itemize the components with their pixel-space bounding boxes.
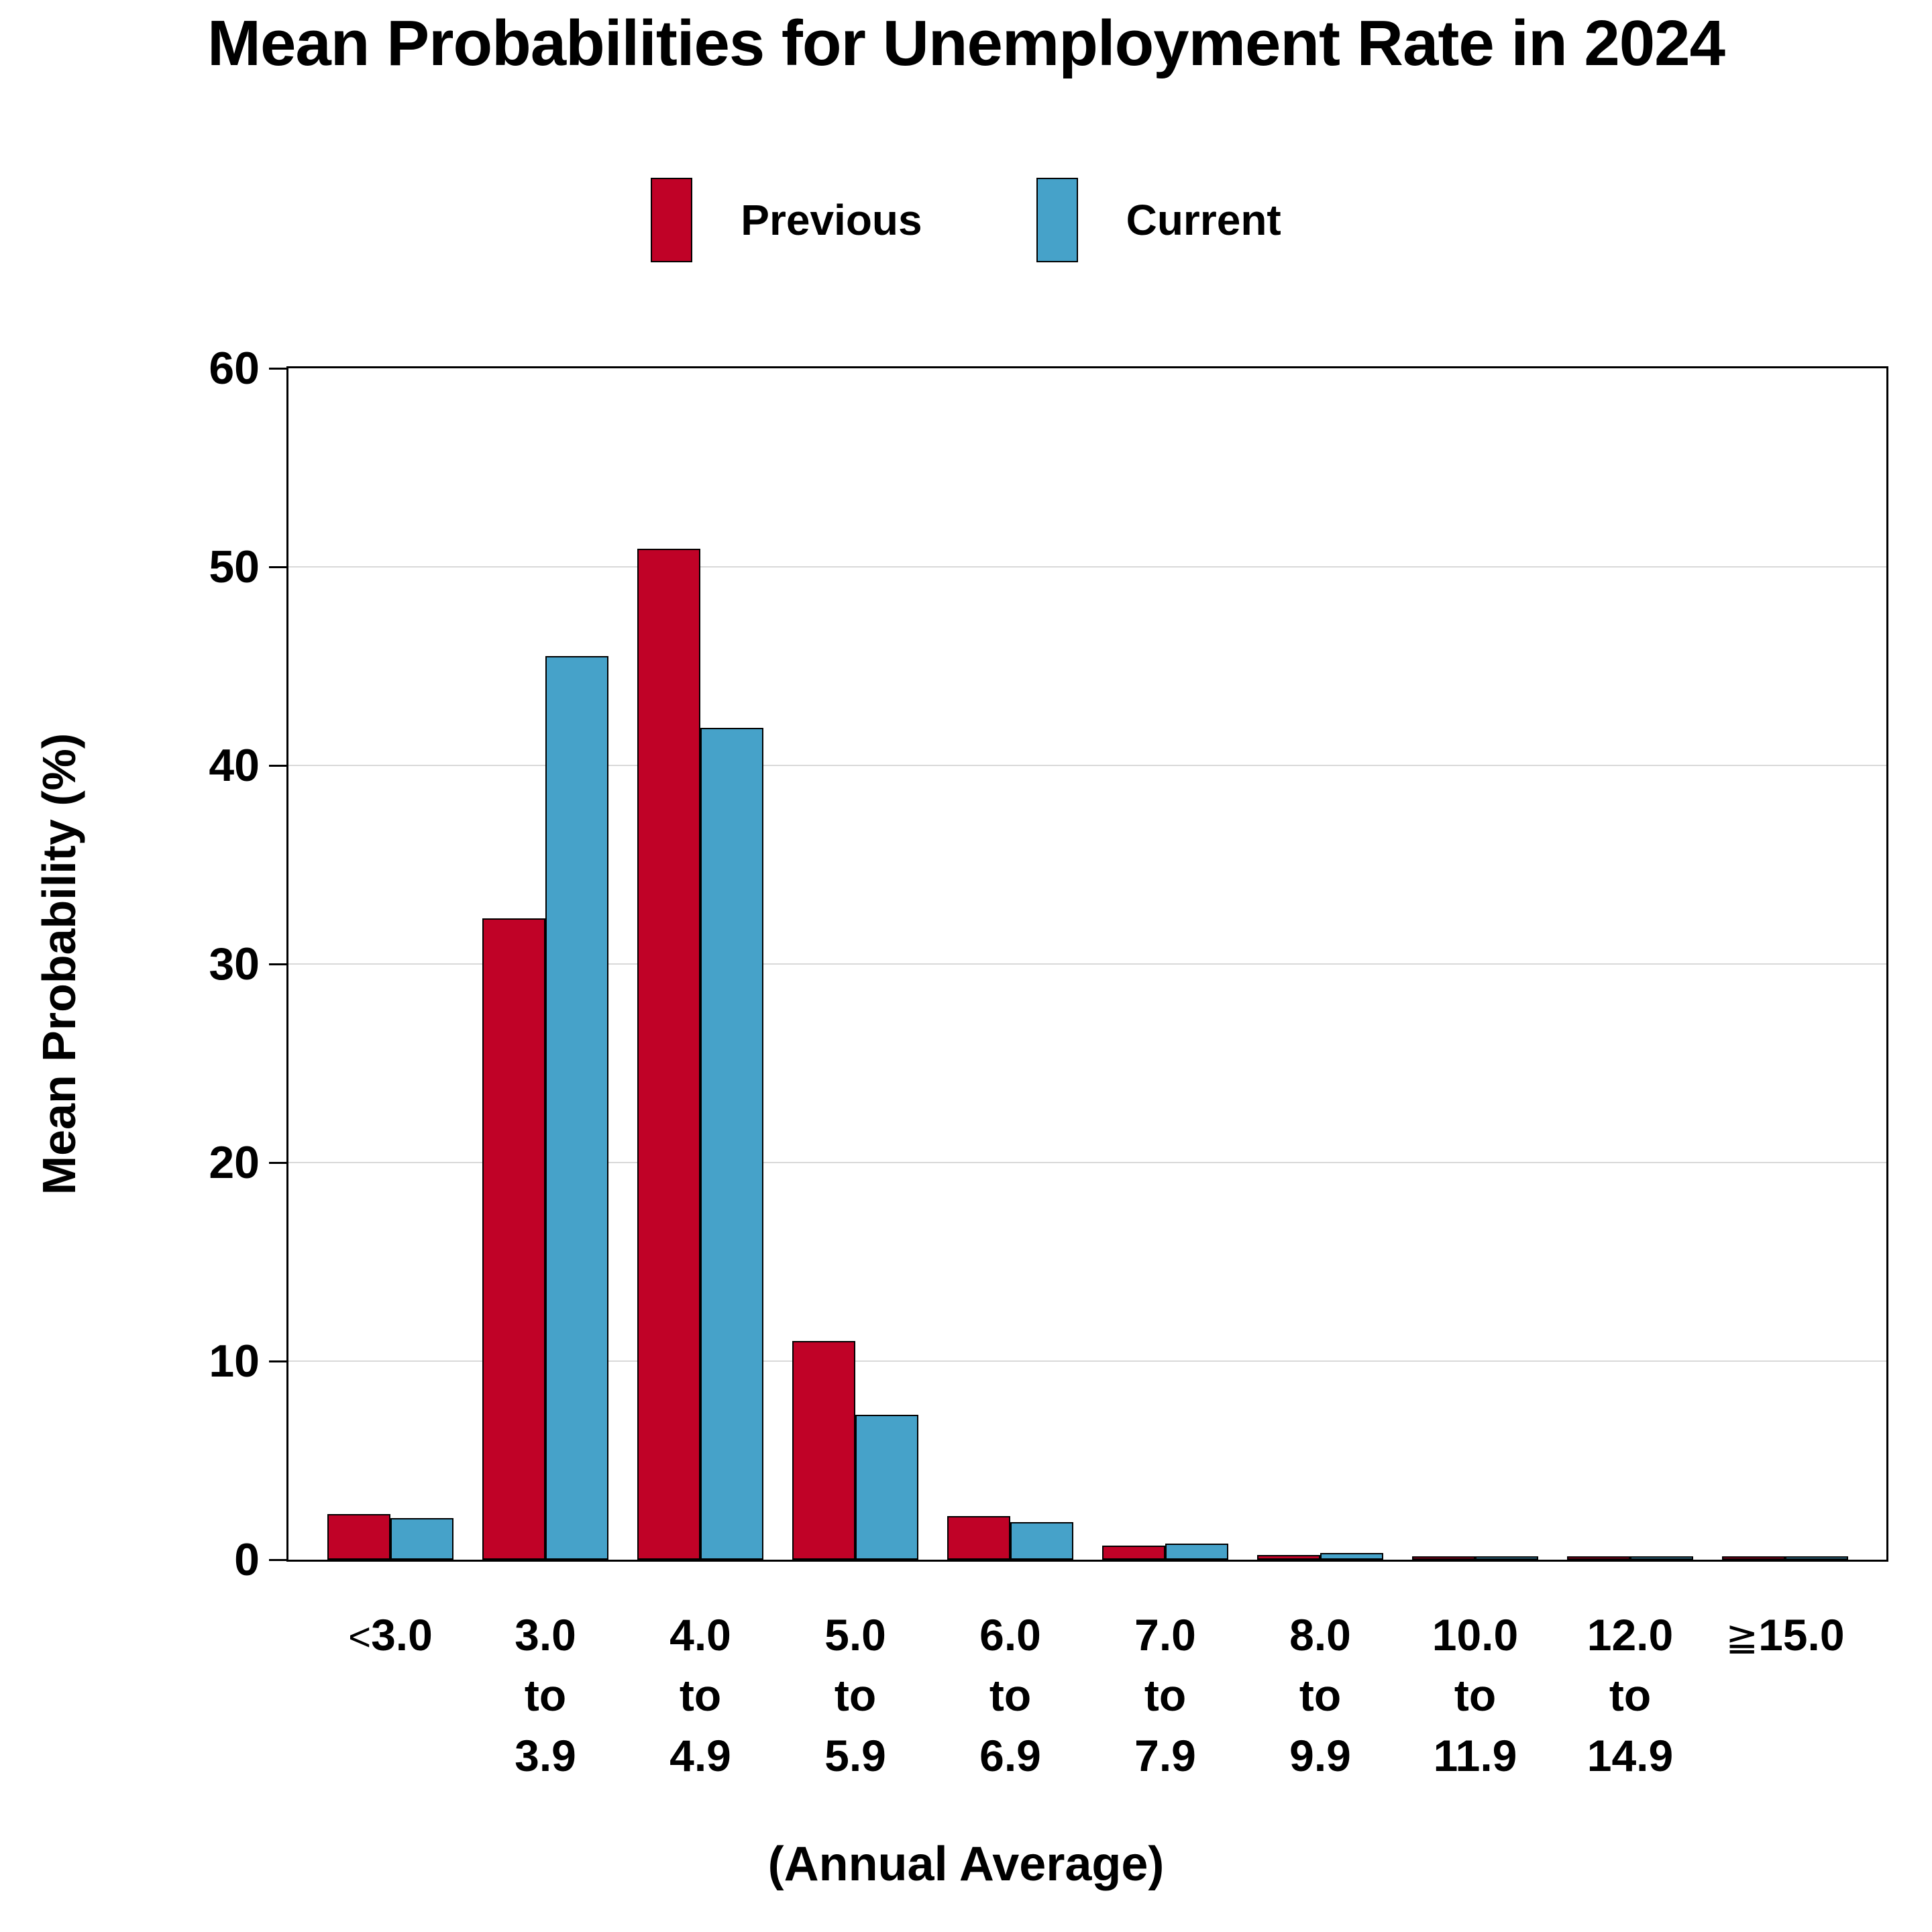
bar-previous-8 — [1412, 1556, 1475, 1560]
y-tick-0 — [269, 1558, 286, 1561]
bar-previous-1 — [327, 1513, 390, 1560]
y-tick-label-40: 40 — [209, 740, 260, 791]
bar-current-9 — [1630, 1556, 1693, 1560]
gridline-50 — [288, 566, 1886, 568]
y-tick-40 — [269, 764, 286, 767]
bar-previous-3 — [637, 549, 700, 1560]
bar-previous-5 — [947, 1515, 1010, 1560]
less-than-glyph: < — [348, 1615, 372, 1659]
bar-previous-7 — [1257, 1554, 1320, 1560]
gridline-20 — [288, 1162, 1886, 1163]
bar-current-4 — [855, 1414, 918, 1560]
bar-previous-2 — [482, 918, 545, 1560]
x-tick-label-4: 5.0 to 5.9 — [824, 1610, 886, 1780]
gridline-30 — [288, 963, 1886, 965]
x-tick-label-6: 7.0 to 7.9 — [1134, 1610, 1196, 1780]
greater-equal-glyph: ≧ — [1725, 1615, 1759, 1659]
legend-label-current: Current — [1126, 196, 1281, 244]
bar-current-3 — [700, 727, 763, 1560]
y-tick-50 — [269, 566, 286, 568]
bar-current-10 — [1785, 1556, 1848, 1560]
x-tick-label-1: <3.0 — [310, 1605, 471, 1668]
legend: Previous Current — [0, 173, 1932, 267]
bar-current-6 — [1165, 1544, 1228, 1560]
gridline-40 — [288, 765, 1886, 766]
y-axis-title: Mean Probability (%) — [33, 733, 85, 1195]
y-tick-60 — [269, 367, 286, 370]
y-tick-10 — [269, 1360, 286, 1362]
plot-area — [286, 366, 1888, 1562]
bar-previous-9 — [1567, 1556, 1630, 1560]
x-tick-label-7: 8.0 to 9.9 — [1289, 1610, 1351, 1780]
bar-previous-10 — [1722, 1556, 1785, 1560]
y-tick-label-0: 0 — [234, 1534, 260, 1585]
x-tick-label-8: 10.0 to 11.9 — [1432, 1610, 1519, 1780]
bar-previous-4 — [792, 1341, 855, 1560]
bar-current-5 — [1010, 1521, 1073, 1560]
legend-label-previous: Previous — [741, 196, 922, 244]
y-tick-label-60: 60 — [209, 343, 260, 394]
bar-current-1 — [390, 1517, 453, 1560]
legend-swatch-previous — [651, 178, 693, 262]
x-axis-title: (Annual Average) — [767, 1837, 1165, 1891]
x-tick-text: 3.0 — [371, 1610, 433, 1660]
x-tick-label-3: 4.0 to 4.9 — [669, 1610, 731, 1780]
x-tick-label-5: 6.0 to 6.9 — [979, 1610, 1041, 1780]
y-tick-label-50: 50 — [209, 541, 260, 592]
y-tick-20 — [269, 1161, 286, 1164]
legend-item-current: Current — [1036, 178, 1281, 262]
y-tick-30 — [269, 963, 286, 965]
x-tick-label-9: 12.0 to 14.9 — [1587, 1610, 1674, 1780]
bar-current-8 — [1475, 1556, 1538, 1560]
y-tick-label-10: 10 — [209, 1336, 260, 1387]
chart-title: Mean Probabilities for Unemployment Rate… — [207, 7, 1725, 79]
legend-item-previous: Previous — [651, 178, 922, 262]
bar-current-2 — [545, 656, 608, 1560]
y-tick-label-30: 30 — [209, 938, 260, 989]
y-tick-label-20: 20 — [209, 1137, 260, 1188]
x-tick-label-2: 3.0 to 3.9 — [515, 1610, 576, 1780]
x-tick-label-10: ≧15.0 — [1705, 1605, 1866, 1668]
bar-previous-6 — [1102, 1546, 1165, 1560]
x-tick-text: 15.0 — [1758, 1610, 1845, 1660]
bar-current-7 — [1320, 1552, 1383, 1560]
legend-swatch-current — [1036, 178, 1078, 262]
gridline-10 — [288, 1360, 1886, 1362]
